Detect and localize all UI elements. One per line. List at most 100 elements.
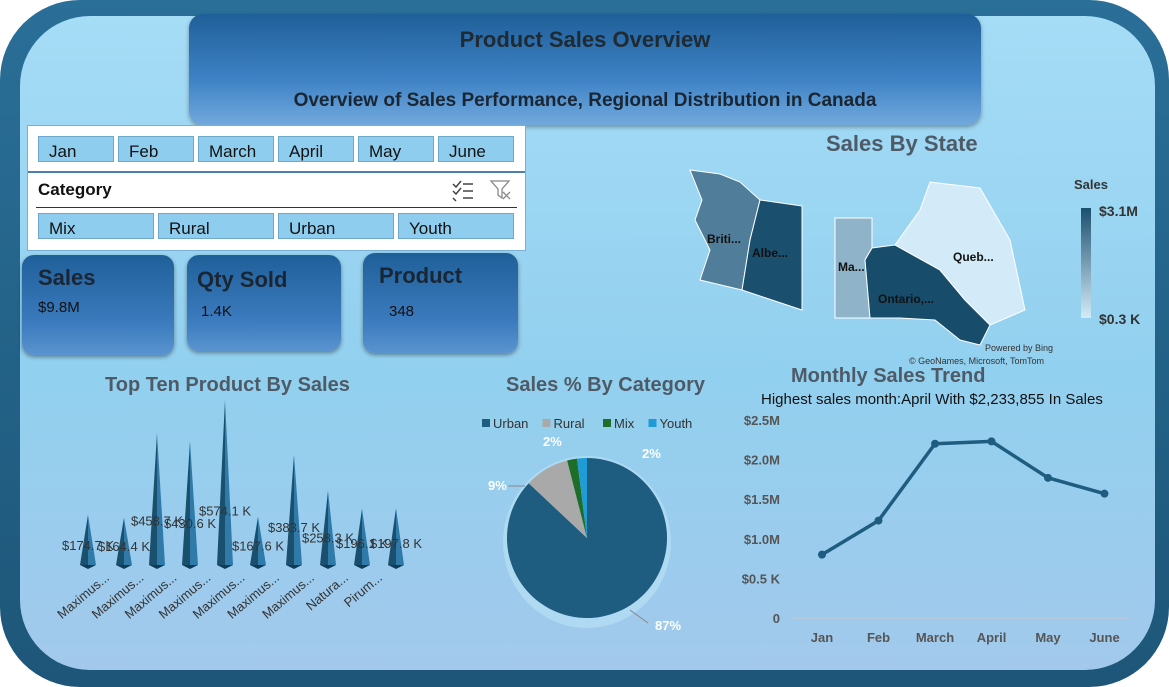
- line-y-tick: $2.0M: [744, 453, 780, 468]
- kpi-label: Sales: [38, 265, 96, 290]
- bar-mark-side: [190, 441, 198, 565]
- pie-legend-label: Urban: [493, 416, 528, 431]
- bar-data-label: $458.7 K: [131, 513, 183, 528]
- sales-map[interactable]: Briti... Albe... Ma... Ontario,... Queb.…: [680, 160, 1100, 370]
- pie-slice-mix: [567, 458, 587, 538]
- line-point: [1100, 489, 1109, 498]
- line-y-tick: $2.5M: [744, 413, 780, 428]
- line-x-tick: Feb: [867, 630, 890, 645]
- bar-mark-base: [149, 565, 165, 569]
- page-title: Product Sales Overview: [459, 27, 711, 52]
- bar-mark-face: [286, 454, 294, 565]
- bar-data-label: $164.4 K: [98, 539, 150, 554]
- month-chip-march[interactable]: March: [198, 136, 274, 162]
- kpi-value: 1.4K: [201, 303, 232, 320]
- category-chip-rural[interactable]: Rural: [158, 213, 274, 239]
- line-point: [931, 439, 939, 448]
- month-chip-may[interactable]: May: [358, 136, 434, 162]
- bar-mark-face: [354, 508, 362, 565]
- bar-data-label: $196.1 K: [336, 536, 388, 551]
- line-y-tick: $1.5M: [744, 492, 780, 507]
- pie-leader-line: [629, 609, 649, 624]
- month-chip-june[interactable]: June: [438, 136, 514, 162]
- category-chip-urban[interactable]: Urban: [278, 213, 394, 239]
- map-credits: © GeoNames, Microsoft, TomTom: [909, 356, 1044, 366]
- line-x-tick: May: [1035, 630, 1061, 645]
- pie-legend-label: Mix: [614, 416, 635, 431]
- map-label-alberta: Albe...: [752, 246, 788, 260]
- category-chip-mix[interactable]: Mix: [38, 213, 154, 239]
- monthly-trend-chart: 0 $0.5 K $1.0M $1.5M $2.0M $2.5M Jan Feb March Ap…: [742, 413, 1130, 645]
- pie-data-label: 2%: [543, 434, 562, 449]
- pie-legend-label: Rural: [554, 416, 585, 431]
- map-label-bc: Briti...: [707, 232, 741, 246]
- page-subtitle: Overview of Sales Performance, Regional …: [293, 90, 877, 111]
- line-y-tick: 0: [773, 611, 780, 626]
- map-powered-by: Powered by Bing: [985, 343, 1053, 353]
- bar-mark-side: [328, 490, 336, 565]
- top-ten-chart: $174.7 K$164.4 K $458.7 K$430.6 K$574.1 K…: [54, 400, 422, 622]
- bar-data-label: $174.7 K: [62, 538, 114, 553]
- month-chip-jan[interactable]: Jan: [38, 136, 114, 162]
- line-point: [818, 550, 826, 559]
- pie-title: Sales % By Category: [506, 374, 705, 396]
- trend-title: Monthly Sales Trend: [791, 365, 986, 387]
- map-legend-max: $3.1M: [1099, 203, 1138, 219]
- line-point: [874, 516, 883, 525]
- map-label-ontario: Ontario,...: [878, 292, 934, 306]
- pie-legend-label: Youth: [660, 416, 693, 431]
- map-region-quebec: [894, 181, 1026, 326]
- line-x-tick: April: [977, 630, 1007, 645]
- bar-mark-face: [182, 441, 190, 565]
- map-label-quebec: Queb...: [953, 250, 994, 264]
- trend-subtitle: Highest sales month:April With $2,233,85…: [761, 391, 1103, 408]
- bar-data-label: $258.3 K: [302, 531, 354, 546]
- bar-category-label: Pirum...: [341, 570, 385, 610]
- bar-data-label: $197.8 K: [370, 536, 422, 551]
- bar-data-label: $383.7 K: [268, 520, 320, 535]
- bar-mark-side: [124, 517, 132, 565]
- bar-mark-base: [354, 565, 370, 569]
- line-point: [1044, 473, 1052, 482]
- line-y-tick: $0.5 K: [742, 571, 781, 586]
- pie-legend-swatch: [648, 419, 657, 427]
- line-point: [987, 437, 996, 446]
- kpi-card-product: Product 348: [363, 253, 518, 353]
- slicer-panel: Jan Feb March April May June Category Mi…: [27, 125, 526, 251]
- map-legend-gradient: [1081, 208, 1091, 318]
- map-legend-min: $0.3 K: [1099, 311, 1141, 327]
- bar-mark-side: [225, 400, 233, 565]
- pie-data-label: 9%: [488, 478, 507, 493]
- line-series: [821, 439, 1105, 557]
- line-x-tick: Jan: [811, 630, 833, 645]
- bar-mark-face: [116, 517, 124, 565]
- pie-data-label: 2%: [642, 446, 661, 461]
- kpi-value: 348: [389, 303, 415, 320]
- bar-data-label: $430.6 K: [164, 516, 216, 531]
- map-title: Sales By State: [826, 131, 978, 156]
- pie-legend-swatch: [603, 419, 611, 427]
- bar-mark-face: [80, 514, 88, 565]
- month-chip-feb[interactable]: Feb: [118, 136, 194, 162]
- map-region-alberta: [741, 199, 803, 311]
- bar-mark-base: [388, 565, 404, 569]
- bar-mark-base: [250, 565, 266, 569]
- bar-mark-side: [396, 508, 404, 565]
- bar-mark-face: [217, 400, 225, 565]
- bar-mark-side: [157, 433, 165, 565]
- month-chip-april[interactable]: April: [278, 136, 354, 162]
- header-banner: Product Sales Overview Overview of Sales…: [189, 14, 981, 125]
- multi-select-icon[interactable]: [452, 180, 474, 202]
- category-chip-youth[interactable]: Youth: [398, 213, 514, 239]
- clear-filter-icon[interactable]: [489, 180, 512, 200]
- kpi-card-sales: Sales $9.8M: [22, 255, 174, 355]
- bar-mark-face: [149, 433, 157, 565]
- kpi-value: $9.8M: [38, 299, 80, 316]
- kpi-label: Product: [379, 263, 463, 288]
- bar-mark-side: [362, 508, 370, 565]
- top-ten-title: Top Ten Product By Sales: [105, 374, 350, 396]
- category-slicer-header: Category: [38, 180, 112, 199]
- slicer-divider: [28, 171, 525, 173]
- category-pie-chart: Urban Rural Mix Youth 87% 9% 2% 2%: [482, 416, 693, 633]
- category-divider: [36, 207, 517, 208]
